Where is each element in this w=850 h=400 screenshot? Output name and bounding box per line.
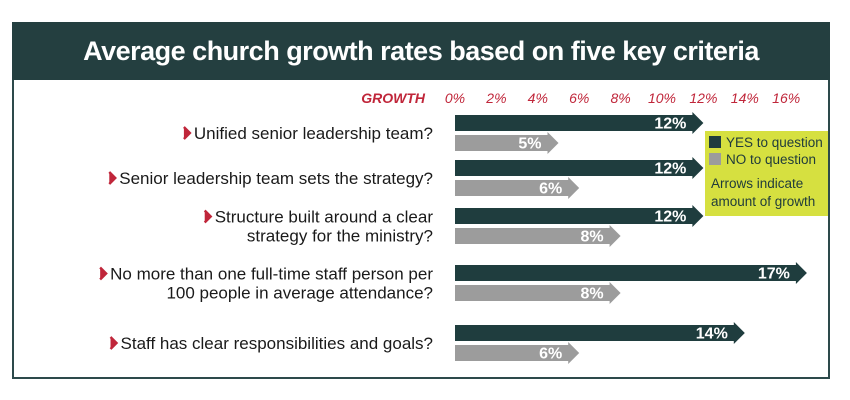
- bar-no: [455, 342, 580, 364]
- category-label: No more than one full-time staff person …: [110, 265, 433, 284]
- tick-label: 14%: [731, 90, 759, 106]
- legend-note-line1: Arrows indicate: [711, 176, 803, 191]
- bullet-arrow-icon: [99, 266, 108, 281]
- tick-label: 0%: [445, 90, 465, 106]
- legend-yes-swatch: [709, 136, 721, 148]
- legend-box: [705, 131, 828, 216]
- bar-yes: [455, 157, 704, 179]
- legend: YES to question NO to question Arrows in…: [705, 131, 828, 216]
- axis-label: GROWTH: [361, 90, 426, 106]
- tick-label: 6%: [569, 90, 589, 106]
- tick-label: 16%: [772, 90, 800, 106]
- bar-no: [455, 177, 580, 199]
- category-label: strategy for the ministry?: [247, 227, 433, 246]
- bar-yes-label: 14%: [696, 326, 728, 343]
- bars: 12% 5% 12% 6% 12% 8% 17% 8% 14% 6%: [455, 112, 807, 364]
- bar-no: [455, 282, 621, 304]
- tick-label: 2%: [485, 90, 506, 106]
- category-label: Staff has clear responsibilities and goa…: [121, 334, 433, 353]
- legend-no-label: NO to question: [726, 152, 816, 167]
- bar-no: [455, 225, 621, 247]
- bar-yes-label: 17%: [758, 266, 790, 283]
- tick-label: 12%: [689, 90, 717, 106]
- bar-no-label: 5%: [518, 136, 541, 153]
- bar-no: [455, 132, 559, 154]
- category-label: Senior leadership team sets the strategy…: [119, 169, 433, 188]
- legend-yes-label: YES to question: [726, 135, 823, 150]
- tick-label: 4%: [528, 90, 548, 106]
- bar-yes: [455, 262, 807, 284]
- bar-no-label: 6%: [539, 346, 562, 363]
- bar-no-label: 8%: [580, 286, 603, 303]
- bar-no-label: 8%: [580, 229, 603, 246]
- bar-yes-label: 12%: [654, 209, 686, 226]
- category-label: 100 people in average attendance?: [166, 284, 433, 303]
- bar-yes-label: 12%: [654, 116, 686, 133]
- bar-yes: [455, 205, 704, 227]
- chart-title: Average church growth rates based on fiv…: [83, 36, 759, 66]
- bar-yes: [455, 322, 745, 344]
- bar-yes-label: 12%: [654, 161, 686, 178]
- title-bar: [12, 22, 830, 80]
- legend-no-swatch: [709, 153, 721, 165]
- category-label: Unified senior leadership team?: [194, 124, 433, 143]
- tick-label: 10%: [648, 90, 676, 106]
- bullet-arrow-icon: [108, 171, 117, 185]
- category-labels: Unified senior leadership team? Senior le…: [99, 124, 434, 353]
- bar-no-label: 6%: [539, 181, 562, 198]
- bullet-arrow-icon: [183, 126, 192, 140]
- bullet-arrow-icon: [203, 209, 213, 224]
- tick-labels: 0% 2% 4% 6% 8% 10% 12% 14% 16%: [445, 90, 800, 106]
- tick-label: 8%: [610, 90, 630, 106]
- bar-yes: [455, 112, 704, 134]
- category-label: Structure built around a clear: [215, 208, 434, 227]
- bullet-arrow-icon: [109, 336, 119, 350]
- chart-frame: [12, 22, 830, 379]
- legend-note-line2: amount of growth: [711, 194, 815, 209]
